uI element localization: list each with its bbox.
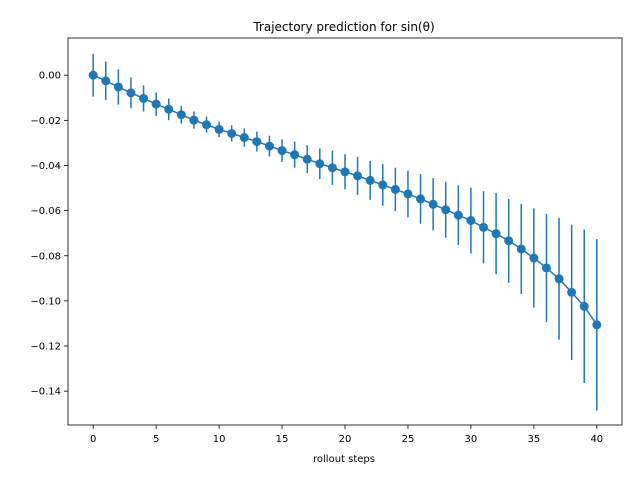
- x-tick-label: 0: [90, 434, 96, 445]
- data-point: [252, 137, 262, 147]
- data-point: [290, 150, 300, 160]
- data-point: [453, 210, 463, 220]
- x-axis-label: rollout steps: [313, 454, 375, 465]
- chart-title: Trajectory prediction for sin(θ): [252, 20, 434, 34]
- data-point: [214, 124, 224, 134]
- data-point: [592, 320, 602, 330]
- data-point: [227, 128, 237, 138]
- x-tick-label: 40: [590, 434, 603, 445]
- data-point: [516, 244, 526, 254]
- data-point: [579, 301, 589, 311]
- data-point: [416, 194, 426, 204]
- x-tick-label: 20: [339, 434, 352, 445]
- data-point: [264, 141, 274, 151]
- x-tick-label: 10: [213, 434, 226, 445]
- data-point: [101, 76, 111, 86]
- data-point: [202, 120, 211, 130]
- data-point: [428, 199, 438, 209]
- y-tick-label: −0.02: [30, 116, 61, 127]
- data-point: [554, 274, 564, 284]
- y-tick-label: −0.10: [30, 296, 61, 307]
- data-point: [441, 205, 451, 215]
- data-point: [239, 133, 249, 143]
- x-tick-label: 5: [153, 434, 159, 445]
- data-point: [189, 115, 199, 125]
- data-point: [529, 253, 539, 263]
- y-tick-label: −0.12: [30, 342, 61, 353]
- x-tick-label: 35: [527, 434, 540, 445]
- x-tick-label: 30: [465, 434, 478, 445]
- data-point: [340, 167, 350, 177]
- x-tick-label: 15: [276, 434, 289, 445]
- plot-area: [88, 53, 602, 411]
- y-tick-label: 0.00: [39, 71, 61, 82]
- data-point: [403, 189, 413, 199]
- data-point: [378, 180, 388, 190]
- data-point: [504, 236, 514, 246]
- data-point: [126, 88, 136, 98]
- y-tick-label: −0.06: [30, 206, 61, 217]
- data-point: [541, 263, 551, 273]
- data-point: [164, 104, 174, 114]
- y-tick-label: −0.08: [30, 251, 61, 262]
- data-point: [176, 110, 186, 120]
- y-tick-label: −0.14: [30, 387, 61, 398]
- x-tick-label: 25: [402, 434, 415, 445]
- data-point: [151, 99, 161, 109]
- data-point: [479, 222, 488, 232]
- data-point: [491, 229, 501, 239]
- data-point: [466, 216, 476, 226]
- data-point: [353, 171, 363, 181]
- data-point: [327, 163, 337, 173]
- data-point: [277, 146, 287, 156]
- data-point: [113, 82, 123, 92]
- data-point: [315, 159, 325, 169]
- data-point: [88, 70, 98, 80]
- y-tick-label: −0.04: [30, 161, 61, 172]
- data-point: [139, 93, 149, 103]
- data-point: [390, 184, 400, 194]
- axes: 0 5 10 15 20 25 30 35 40 0.00 −0.02 −0.04 −0.06 −0.08…: [30, 37, 623, 445]
- data-point: [567, 287, 577, 297]
- data-point: [365, 175, 375, 185]
- data-point: [302, 154, 312, 164]
